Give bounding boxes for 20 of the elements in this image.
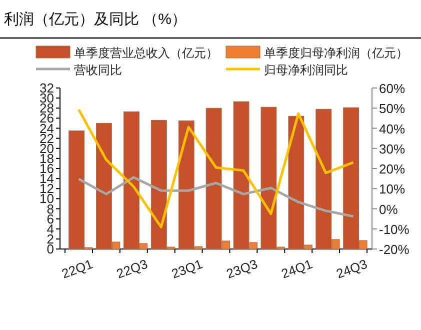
legend-label: 单季度营业总收入（亿元） <box>74 46 218 60</box>
x-tick-label: 24Q1 <box>279 256 314 282</box>
y2-tick-label: 0% <box>379 202 398 217</box>
x-tick-label: 22Q1 <box>60 256 95 282</box>
y2-tick-label: 60% <box>379 81 406 96</box>
y2-tick-label: 40% <box>379 121 406 136</box>
x-tick-label: 22Q3 <box>114 256 150 282</box>
y2-tick-label: 30% <box>379 141 406 156</box>
y2-tick-label: 20% <box>379 162 406 176</box>
y2-tick-label: 10% <box>379 182 406 197</box>
chart-title: 利润（亿元）及同比 （%） <box>4 11 187 28</box>
legend-label: 单季度归母净利润（亿元） <box>264 46 408 60</box>
y2-tick-label: -10% <box>379 222 410 237</box>
x-tick-label: 23Q3 <box>224 256 260 282</box>
x-tick-label: 23Q1 <box>169 256 205 282</box>
y2-tick-label: 50% <box>379 101 406 116</box>
legend-label: 营收同比 <box>74 63 122 77</box>
x-tick-label: 24Q3 <box>334 256 370 282</box>
y2-tick-label: -20% <box>379 242 410 257</box>
legend-label: 归母净利润同比 <box>264 63 348 77</box>
